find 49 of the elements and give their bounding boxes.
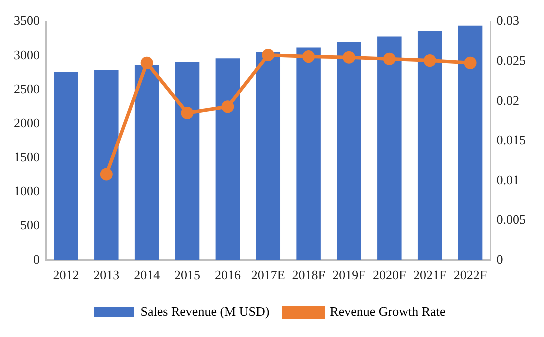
x-tick-label: 2013 bbox=[94, 268, 120, 283]
bar bbox=[458, 26, 483, 260]
bar bbox=[54, 72, 78, 260]
y-tick-label: 1000 bbox=[14, 184, 40, 199]
bar bbox=[94, 70, 119, 260]
y2-tick-label: 0.03 bbox=[496, 13, 520, 28]
x-tick-label: 2015 bbox=[174, 268, 201, 283]
y-tick-label: 1500 bbox=[14, 150, 40, 165]
x-tick-label: 2017E bbox=[251, 268, 286, 283]
bar bbox=[175, 62, 200, 260]
x-tick-label: 2014 bbox=[134, 268, 161, 283]
y2-tick-label: 0 bbox=[496, 252, 504, 267]
bar bbox=[418, 31, 442, 260]
bar bbox=[296, 48, 321, 260]
x-tick-label: 2020F bbox=[373, 268, 406, 283]
point bbox=[342, 51, 356, 64]
y-tick-label: 2500 bbox=[14, 81, 40, 96]
point bbox=[222, 100, 234, 114]
point bbox=[464, 56, 477, 70]
legend-label: Revenue Growth Rate bbox=[330, 304, 446, 319]
y2-tick-label: 0.025 bbox=[496, 52, 526, 68]
y-tick-label: 2000 bbox=[14, 115, 40, 130]
point bbox=[100, 168, 113, 181]
point bbox=[140, 56, 154, 70]
x-tick-label: 2018F bbox=[292, 268, 326, 283]
bar bbox=[134, 65, 160, 260]
bar bbox=[378, 36, 402, 260]
y2-tick-label: 0.01 bbox=[496, 172, 520, 188]
y2-tick-label: 0.02 bbox=[496, 92, 520, 108]
x-tick-label: 2021F bbox=[413, 268, 447, 283]
y-tick-label: 0 bbox=[34, 252, 40, 267]
y2-tick-label: 0.005 bbox=[496, 212, 526, 228]
y-tick-label: 3000 bbox=[14, 47, 40, 62]
point bbox=[383, 52, 396, 66]
bar bbox=[256, 52, 281, 260]
x-tick-label: 2012 bbox=[53, 268, 80, 283]
point bbox=[181, 107, 194, 120]
x-tick-label: 2016 bbox=[214, 268, 242, 283]
point bbox=[424, 54, 436, 68]
bar bbox=[337, 42, 362, 260]
x-tick-label: 2022F bbox=[454, 268, 488, 283]
y-tick-label: 500 bbox=[20, 218, 40, 233]
y-tick-label: 3500 bbox=[14, 13, 40, 28]
bar bbox=[216, 58, 240, 260]
x-tick-label: 2019F bbox=[332, 268, 366, 283]
y2-tick-label: 0.015 bbox=[496, 132, 526, 148]
legend-label: Sales Revenue (M USD) bbox=[140, 304, 270, 319]
point bbox=[262, 48, 275, 62]
point bbox=[302, 50, 316, 64]
